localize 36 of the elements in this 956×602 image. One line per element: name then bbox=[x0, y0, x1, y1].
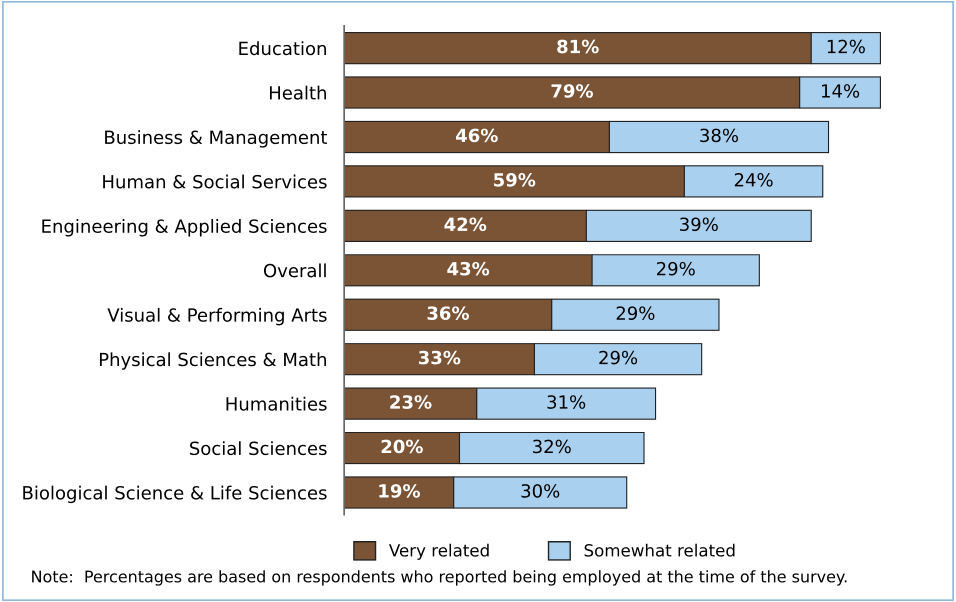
data-label: 23% bbox=[390, 395, 432, 409]
data-label: 29% bbox=[656, 262, 695, 276]
legend-label: Somewhat related bbox=[584, 544, 734, 557]
data-label: 39% bbox=[680, 217, 718, 232]
data-label: 29% bbox=[599, 350, 638, 364]
data-label: 14% bbox=[822, 84, 860, 98]
y-tick-label: Physical Sciences & Math bbox=[100, 352, 326, 370]
y-tick-label: Humanities bbox=[226, 396, 327, 411]
data-label: 46% bbox=[456, 128, 498, 142]
data-label: 43% bbox=[447, 262, 490, 276]
data-label: 81% bbox=[557, 40, 599, 54]
y-tick-label: Visual & Performing Arts bbox=[107, 308, 327, 326]
data-label: 29% bbox=[616, 306, 654, 320]
data-label: 20% bbox=[382, 440, 423, 454]
data-label: 59% bbox=[494, 173, 536, 187]
data-label: 30% bbox=[522, 484, 560, 498]
data-label: 12% bbox=[828, 40, 865, 54]
data-label: 32% bbox=[533, 440, 571, 454]
data-label: 33% bbox=[418, 350, 460, 364]
data-label: 31% bbox=[547, 395, 586, 409]
y-tick-label: Overall bbox=[264, 263, 326, 278]
data-label: 36% bbox=[428, 306, 469, 320]
legend-label: Very related bbox=[388, 544, 489, 560]
y-tick-label: Biological Science & Life Sciences bbox=[23, 486, 327, 504]
data-label: 19% bbox=[379, 484, 420, 498]
data-label: 42% bbox=[444, 217, 486, 232]
y-tick-label: Human & Social Services bbox=[103, 174, 327, 189]
data-label: 38% bbox=[700, 128, 738, 142]
y-tick-label: Engineering & Applied Sciences bbox=[42, 219, 327, 236]
text: Note: Percentages are based on respondents who reported being employed at the time of the survey. bbox=[32, 570, 846, 586]
data-label: 24% bbox=[734, 173, 773, 187]
y-tick-label: Health bbox=[270, 86, 326, 100]
y-tick-label: Education bbox=[239, 41, 326, 56]
data-label: 79% bbox=[552, 84, 593, 98]
y-tick-label: Social Sciences bbox=[190, 441, 327, 456]
y-tick-label: Business & Management bbox=[105, 130, 328, 148]
